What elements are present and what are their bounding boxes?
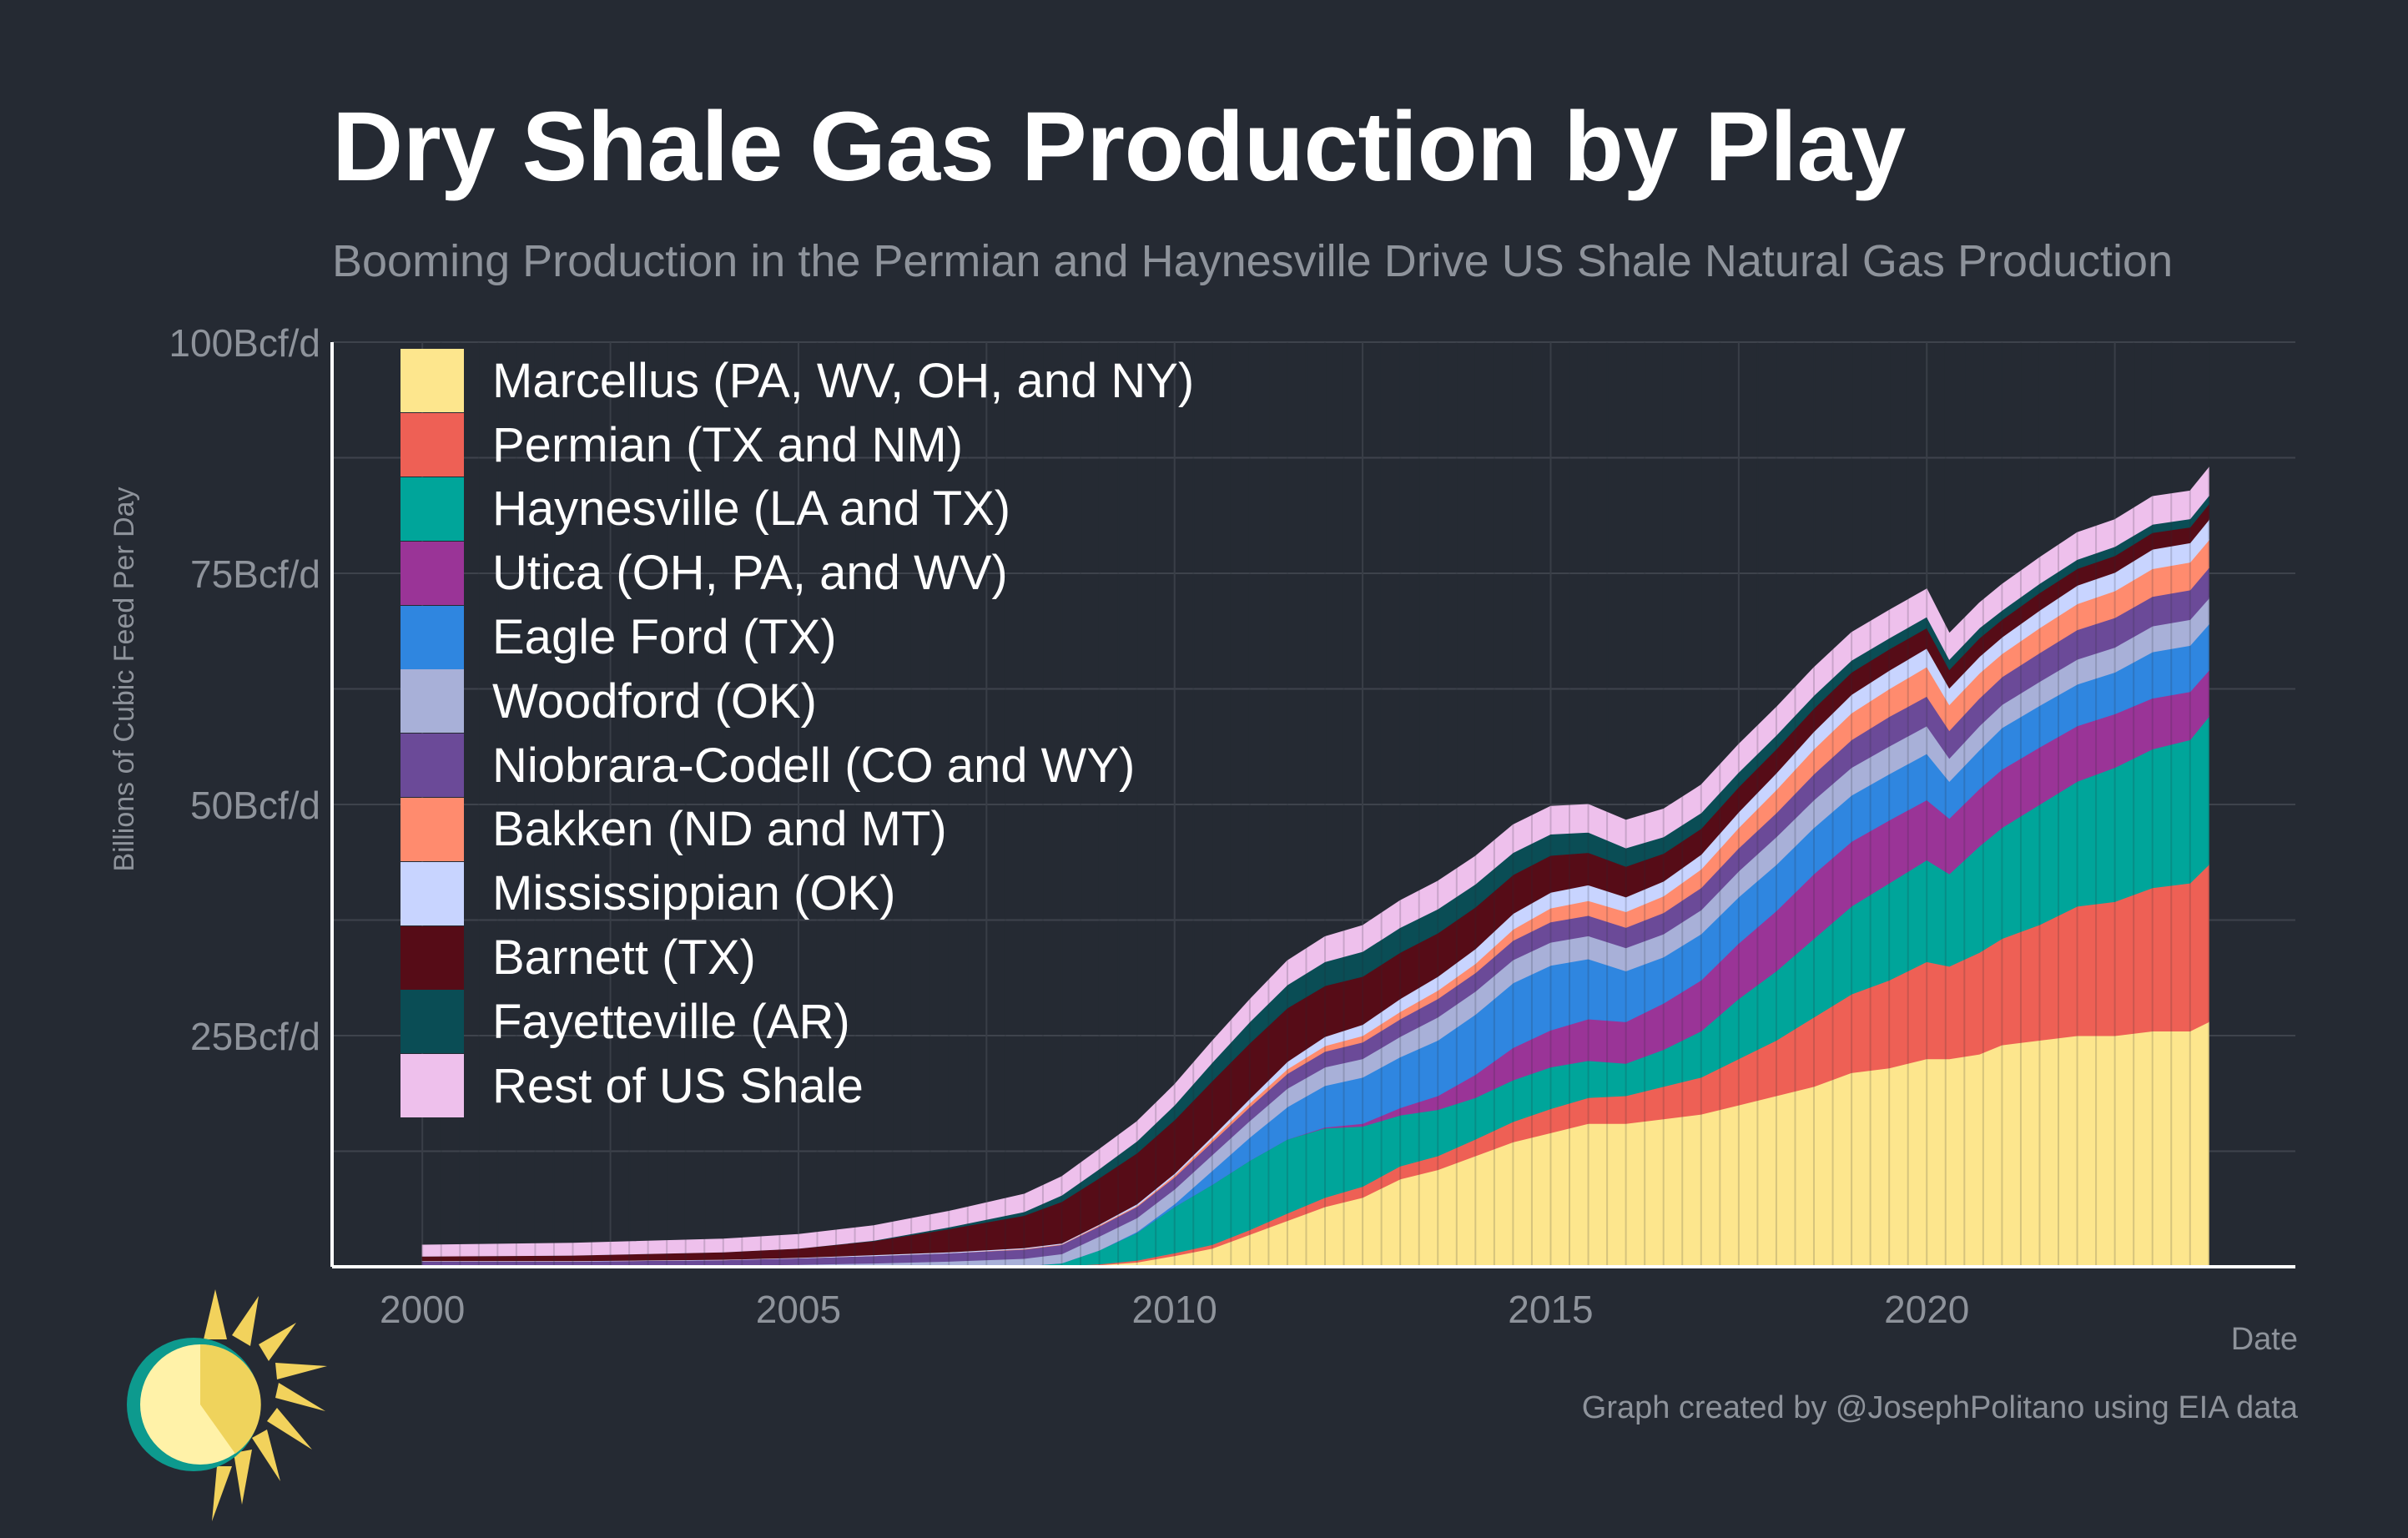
y-axis-label: Billions of Cubic Feed Per Day xyxy=(108,487,140,871)
legend-item: Haynesville (LA and TX) xyxy=(400,477,1194,542)
legend-label: Mississippian (OK) xyxy=(492,866,896,921)
legend-label: Woodford (OK) xyxy=(492,673,817,729)
x-tick-label: 2020 xyxy=(1884,1288,1969,1331)
legend-label: Fayetteville (AR) xyxy=(492,994,850,1049)
legend-label: Permian (TX and NM) xyxy=(492,417,964,472)
y-tick-label: 50Bcf/d xyxy=(190,784,320,827)
series-area xyxy=(421,466,2209,1257)
sun-logo-icon xyxy=(127,1289,327,1521)
legend-swatch xyxy=(400,541,464,605)
x-tick-label: 2015 xyxy=(1508,1288,1593,1331)
legend-swatch xyxy=(400,1054,464,1118)
y-tick-label: 25Bcf/d xyxy=(190,1015,320,1058)
x-tick-label: 2000 xyxy=(380,1288,465,1331)
legend-swatch xyxy=(400,413,464,477)
x-tick-label: 2010 xyxy=(1132,1288,1217,1331)
legend-item: Utica (OH, PA, and WV) xyxy=(400,541,1194,605)
legend-item: Woodford (OK) xyxy=(400,669,1194,734)
legend-label: Utica (OH, PA, and WV) xyxy=(492,546,1008,601)
legend-swatch xyxy=(400,990,464,1054)
legend-label: Rest of US Shale xyxy=(492,1058,864,1113)
x-axis-label: Date xyxy=(2230,1322,2298,1357)
legend-item: Niobrara-Codell (CO and WY) xyxy=(400,734,1194,798)
legend: Marcellus (PA, WV, OH, and NY) Permian (T… xyxy=(400,349,1194,1118)
legend-label: Haynesville (LA and TX) xyxy=(492,482,1011,537)
legend-swatch xyxy=(400,349,464,413)
legend-swatch xyxy=(400,477,464,541)
legend-item: Mississippian (OK) xyxy=(400,861,1194,925)
y-tick-label: 100Bcf/d xyxy=(169,321,320,365)
legend-item: Barnett (TX) xyxy=(400,925,1194,990)
y-tick-label: 75Bcf/d xyxy=(190,552,320,596)
legend-label: Bakken (ND and MT) xyxy=(492,802,947,857)
x-tick-label: 2005 xyxy=(756,1288,841,1331)
legend-swatch xyxy=(400,797,464,861)
legend-item: Permian (TX and NM) xyxy=(400,413,1194,477)
legend-item: Marcellus (PA, WV, OH, and NY) xyxy=(400,349,1194,413)
legend-item: Fayetteville (AR) xyxy=(400,990,1194,1054)
series-areas xyxy=(421,466,2209,1268)
legend-swatch xyxy=(400,669,464,734)
legend-item: Rest of US Shale xyxy=(400,1054,1194,1118)
legend-label: Marcellus (PA, WV, OH, and NY) xyxy=(492,353,1195,408)
legend-swatch xyxy=(400,861,464,925)
legend-swatch xyxy=(400,605,464,669)
legend-label: Barnett (TX) xyxy=(492,930,756,986)
legend-swatch xyxy=(400,925,464,990)
legend-item: Eagle Ford (TX) xyxy=(400,605,1194,669)
credit-text: Graph created by @JosephPolitano using E… xyxy=(1581,1390,2298,1425)
legend-label: Eagle Ford (TX) xyxy=(492,610,837,665)
legend-swatch xyxy=(400,734,464,798)
legend-label: Niobrara-Codell (CO and WY) xyxy=(492,738,1136,793)
legend-item: Bakken (ND and MT) xyxy=(400,797,1194,862)
chart-title: Dry Shale Gas Production by Play xyxy=(332,92,1906,202)
chart-subtitle: Booming Production in the Permian and Ha… xyxy=(332,236,2174,286)
